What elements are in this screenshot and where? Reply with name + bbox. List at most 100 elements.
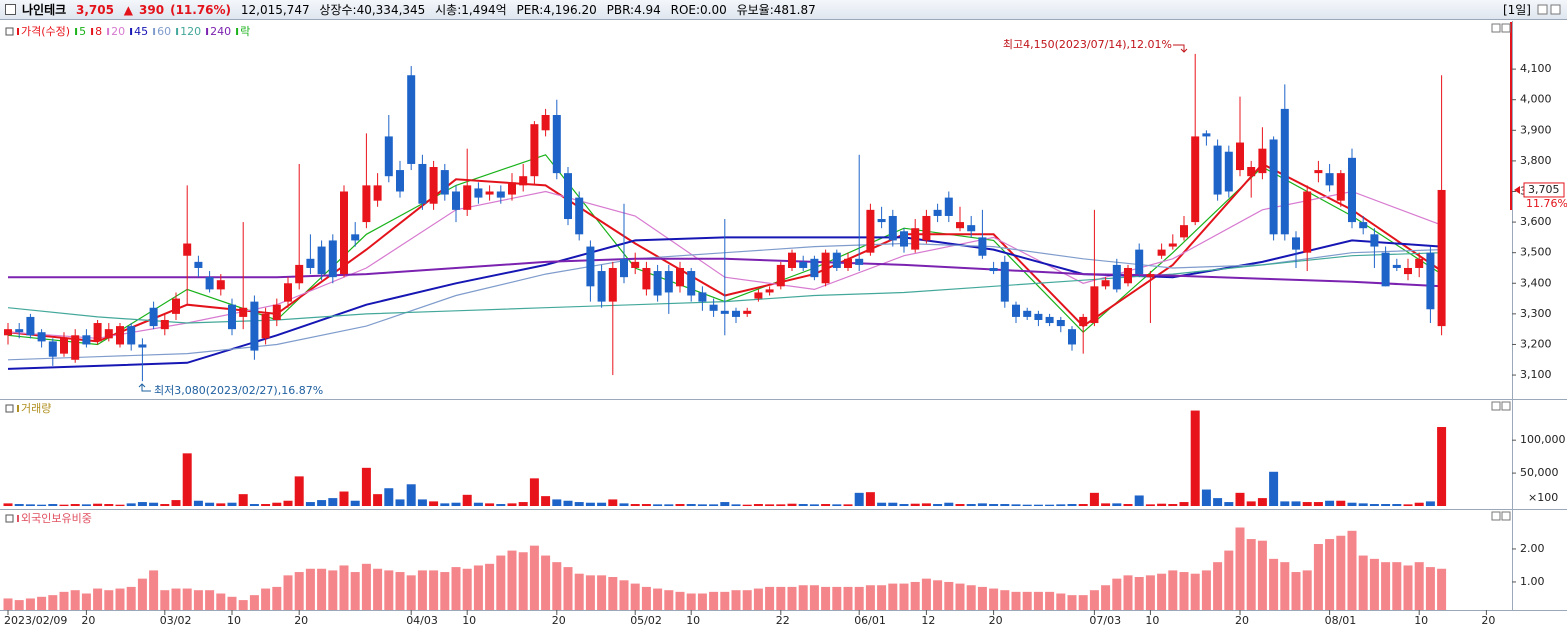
- bar: [1235, 527, 1245, 610]
- candle-body: [1392, 264, 1401, 268]
- bar: [485, 563, 495, 610]
- bar: [776, 504, 786, 506]
- x-tick-label: 10: [1145, 614, 1159, 627]
- bar: [1213, 562, 1223, 610]
- bar: [731, 504, 741, 506]
- candle-body: [732, 310, 740, 317]
- window-buttons: [1491, 4, 1561, 521]
- button[interactable]: [1491, 401, 1501, 411]
- bar: [1369, 504, 1379, 506]
- candle-body: [172, 298, 180, 314]
- bar: [283, 500, 293, 506]
- bar: [720, 591, 730, 610]
- period[interactable]: [1일]: [1502, 3, 1531, 17]
- bar: [641, 586, 651, 610]
- bar: [238, 494, 248, 506]
- x-tick-label: 06/01: [854, 614, 886, 627]
- last-change-label: 11.76%: [1526, 197, 1567, 210]
- bar: [261, 504, 271, 506]
- button[interactable]: [1501, 401, 1511, 411]
- bar: [485, 503, 495, 506]
- x-tick-label: 20: [81, 614, 95, 627]
- legend-swatch: [75, 28, 78, 35]
- candle-body: [104, 329, 113, 339]
- bar: [888, 502, 898, 506]
- button[interactable]: [1537, 4, 1548, 15]
- candle-body: [821, 252, 830, 284]
- bar: [619, 503, 629, 506]
- bar: [1033, 504, 1043, 506]
- candle-body: [1415, 258, 1424, 268]
- candle-body: [127, 326, 136, 345]
- candle-body: [485, 191, 494, 195]
- bar: [854, 586, 864, 610]
- bar: [440, 572, 450, 610]
- bar: [59, 591, 69, 610]
- bar: [350, 500, 360, 506]
- candle-body: [586, 246, 595, 287]
- button[interactable]: [1501, 511, 1511, 521]
- bar: [541, 496, 551, 506]
- bar: [1302, 570, 1312, 610]
- bar: [1201, 489, 1211, 506]
- candle-body: [1112, 264, 1121, 290]
- candle-body: [82, 335, 91, 345]
- bar: [731, 590, 741, 610]
- candle-body: [1157, 249, 1166, 256]
- bar: [193, 590, 203, 610]
- candle-body: [922, 215, 931, 241]
- bar: [48, 504, 58, 506]
- panel-label: 거래량: [21, 402, 51, 415]
- candle-body: [1012, 304, 1020, 317]
- candle-body: [138, 344, 147, 348]
- y-tick-label: 3,400: [1520, 276, 1552, 289]
- legend-label: 20: [111, 25, 125, 38]
- bar: [205, 590, 215, 610]
- bar: [317, 568, 327, 610]
- button[interactable]: [1491, 511, 1501, 521]
- bar: [1022, 504, 1032, 506]
- bar: [1336, 535, 1346, 610]
- checkbox[interactable]: [5, 4, 16, 15]
- bar: [1022, 591, 1032, 610]
- bar: [742, 504, 752, 506]
- candle-body: [396, 170, 404, 192]
- button[interactable]: [1550, 4, 1561, 15]
- bar: [1381, 562, 1391, 610]
- annotation-arrow: [138, 383, 151, 392]
- candle-body: [743, 310, 752, 314]
- y-tick-label: 100,000: [1520, 433, 1566, 446]
- x-tick-label: 07/03: [1089, 614, 1121, 627]
- bar: [1213, 498, 1223, 506]
- button[interactable]: [1501, 23, 1511, 33]
- button[interactable]: [1491, 23, 1501, 33]
- bar: [518, 552, 528, 610]
- bar: [25, 504, 35, 506]
- bar: [339, 565, 349, 610]
- candle-body: [272, 304, 281, 320]
- bar: [574, 573, 584, 610]
- candle-body: [1336, 173, 1345, 201]
- candle-body: [1236, 142, 1244, 171]
- bar: [518, 502, 528, 506]
- bar: [160, 504, 170, 506]
- annotation-low: 최저3,080(2023/02/27),16.87%: [154, 384, 323, 397]
- bar: [742, 590, 752, 610]
- candle-body: [463, 185, 472, 210]
- bar: [93, 588, 103, 610]
- price: 3,705: [76, 3, 114, 17]
- x-tick-label: 05/02: [630, 614, 662, 627]
- bar: [1056, 504, 1066, 506]
- bar: [249, 504, 259, 506]
- bar: [619, 580, 629, 610]
- bar: [216, 593, 226, 610]
- bar: [395, 499, 405, 506]
- legend-swatch: [176, 28, 179, 35]
- y-tick-label: 3,500: [1520, 246, 1552, 259]
- bar: [149, 570, 159, 610]
- candle-body: [844, 258, 852, 268]
- bar: [48, 595, 58, 610]
- x-tick-label: 20: [294, 614, 308, 627]
- candle-body: [1045, 316, 1054, 324]
- bar: [641, 504, 651, 506]
